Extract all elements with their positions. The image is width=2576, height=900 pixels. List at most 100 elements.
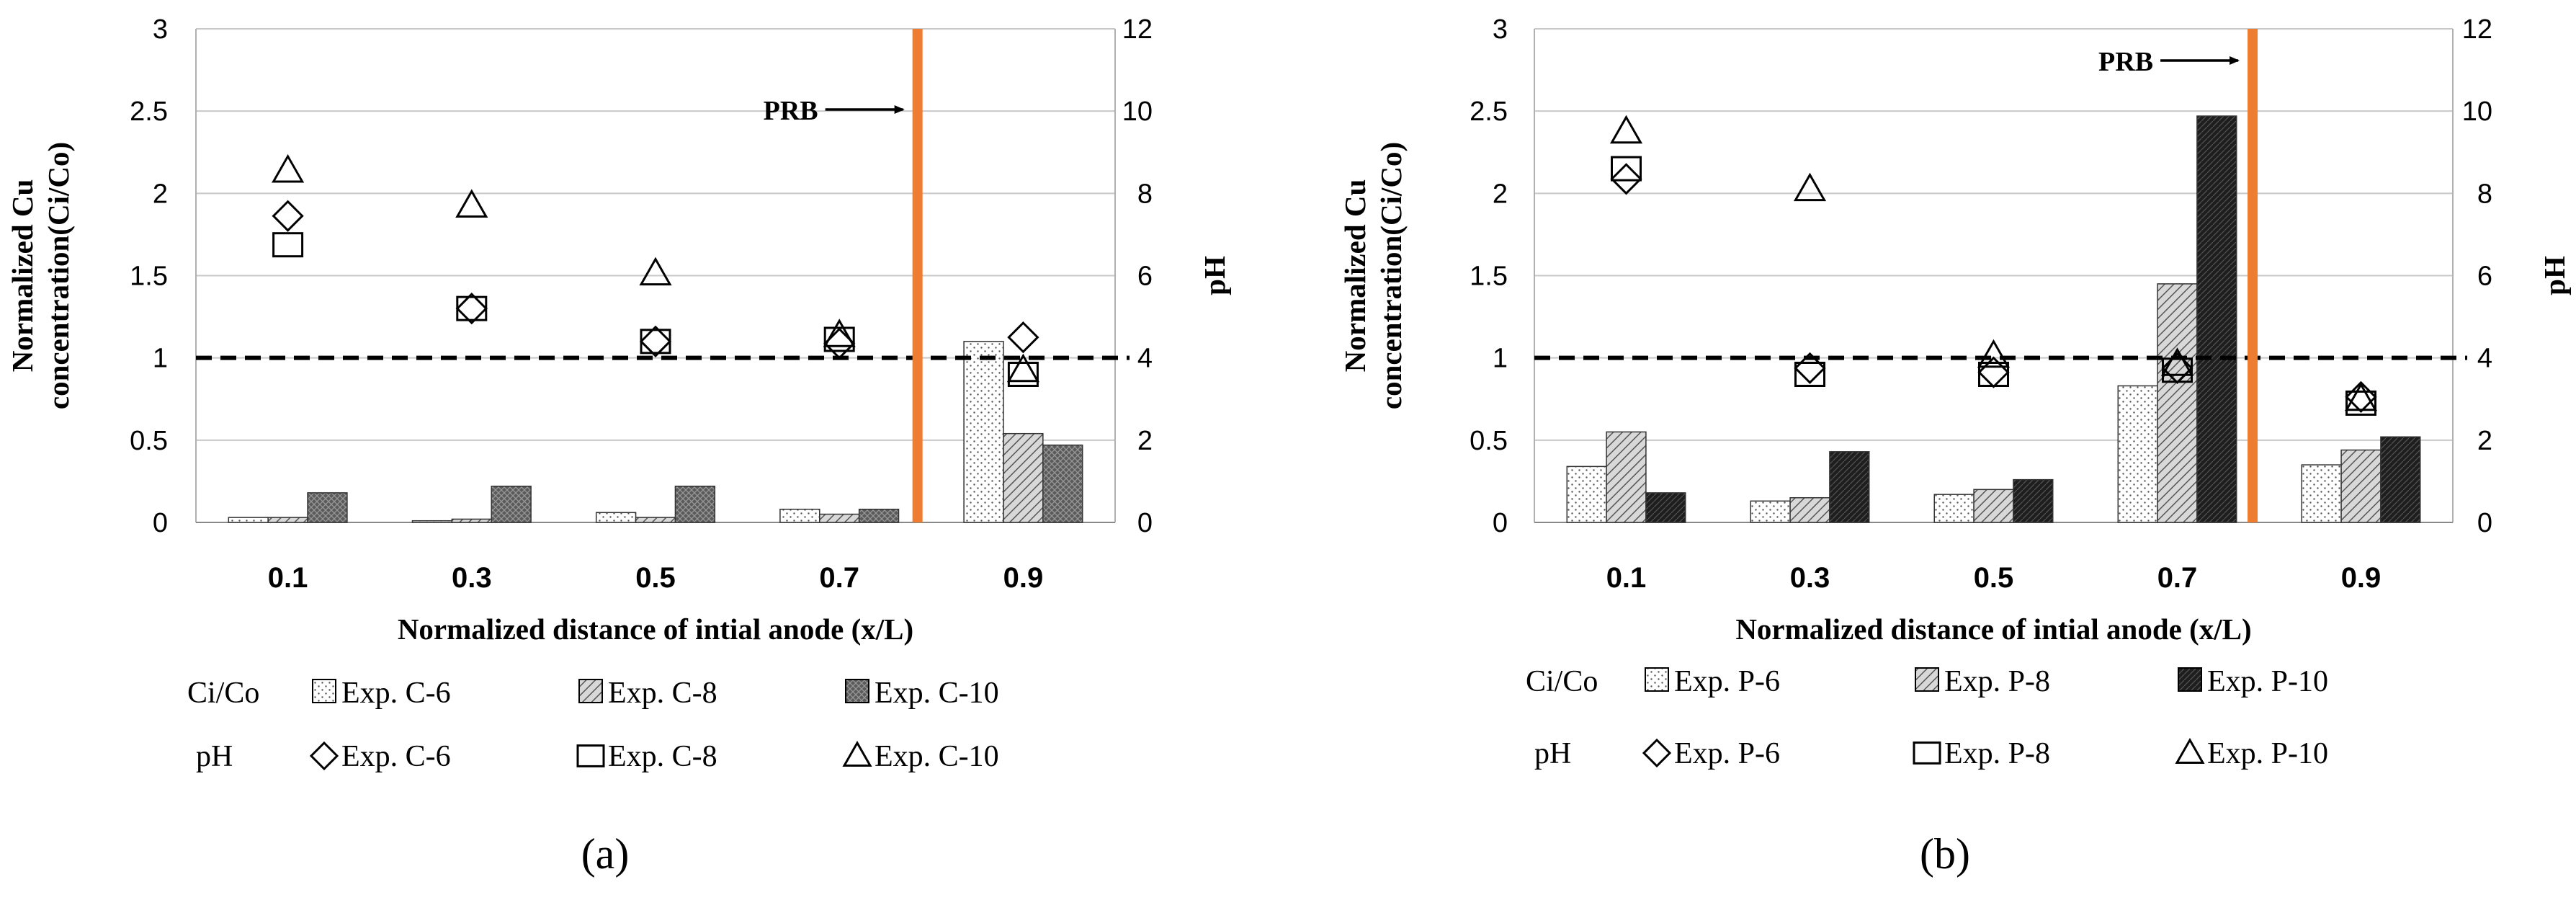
ph-marker-triangle [1006, 353, 1039, 383]
y2-tick-label: 0 [2477, 508, 2492, 538]
legend-swatch [1645, 667, 1669, 692]
legend-entry: Exp. P-8 [1944, 737, 2050, 770]
y2-tick-label: 2 [1137, 426, 1153, 456]
ph-marker-square [2162, 357, 2193, 383]
y2-axis-title: pH [2538, 256, 2571, 295]
x-tick-label: 0.1 [268, 562, 308, 594]
ph-marker-diamond [639, 325, 672, 357]
bar [1606, 431, 1647, 523]
bar [491, 486, 532, 523]
legend-marker-diamond [1642, 738, 1672, 768]
x-axis-title: Normalized distance of intial anode (x/L… [1735, 612, 2251, 646]
x-tick-label: 0.5 [635, 562, 676, 594]
y2-tick-label: 12 [1122, 14, 1153, 45]
legend-marker-triangle [2175, 737, 2205, 764]
bar [2380, 436, 2421, 523]
panel-label: (b) [1920, 830, 1970, 878]
x-tick-label: 0.3 [452, 562, 492, 594]
legend-marker-triangle [842, 740, 872, 767]
bar [307, 492, 348, 523]
ph-marker-triangle [455, 189, 488, 218]
bar [858, 508, 900, 523]
x-tick-label: 0.9 [1003, 562, 1044, 594]
bar [1566, 465, 1607, 523]
y-tick-label: 0.5 [1470, 426, 1508, 456]
y2-tick-label: 10 [2462, 97, 2492, 127]
ph-marker-square [1007, 362, 1039, 387]
y2-tick-label: 10 [1122, 97, 1153, 127]
y-tick-label: 2.5 [130, 97, 168, 127]
ph-marker-square [1794, 362, 1825, 387]
prb-label: PRB [2098, 47, 2153, 77]
bar [2013, 478, 2054, 523]
x-tick-label: 0.9 [2341, 562, 2382, 594]
x-tick-label: 0.7 [2157, 562, 2198, 594]
legend-swatch [845, 679, 869, 703]
x-tick-label: 0.3 [1790, 562, 1830, 594]
ph-marker-triangle [823, 318, 856, 347]
prb-label: PRB [764, 96, 818, 126]
legend-entry: Exp. C-10 [875, 740, 999, 773]
bar [228, 517, 269, 523]
legend-row-label: pH [1534, 737, 1571, 770]
bar [1042, 444, 1083, 523]
legend-swatch [578, 679, 603, 703]
ph-marker-diamond [1610, 163, 1642, 195]
bar [1829, 451, 1870, 523]
bar [819, 513, 860, 523]
y-tick-label: 2.5 [1470, 97, 1508, 127]
y-tick-label: 1.5 [130, 262, 168, 292]
legend-row-label: Ci/Co [187, 677, 259, 710]
ph-marker-diamond [272, 200, 304, 232]
chart-panel-b: 0 0.5 1 1.5 2 2.5 3 0 2 4 6 8 10 12 PRB 0.1 0.3 0.5 0.7 0.9… [1338, 14, 2571, 878]
legend-entry: Exp. P-6 [1674, 737, 1780, 770]
bar [2117, 385, 2158, 523]
legend-entry: Exp. P-10 [2207, 737, 2328, 770]
y2-tick-label: 6 [2477, 262, 2492, 292]
y2-tick-label: 2 [2477, 426, 2492, 456]
y-tick-label: 0 [153, 508, 168, 538]
x-tick-label: 0.7 [819, 562, 859, 594]
bar [779, 508, 820, 523]
bar [1933, 494, 1975, 523]
bar [1750, 500, 1791, 523]
legend-entry: Exp. P-10 [2207, 665, 2328, 698]
ph-marker-square [272, 232, 304, 258]
legend-row-label: Ci/Co [1526, 665, 1598, 698]
bar [1645, 492, 1686, 523]
bar [1973, 489, 2014, 523]
ph-marker-triangle [272, 153, 305, 183]
legend-swatch [1915, 667, 1939, 692]
y-tick-label: 3 [1493, 14, 1508, 45]
y-tick-label: 3 [153, 14, 168, 45]
ph-marker-triangle [1793, 172, 1827, 202]
ph-marker-triangle [2160, 347, 2194, 376]
y2-axis-title: pH [1198, 256, 1231, 295]
bar [2340, 449, 2382, 523]
ph-marker-diamond [455, 293, 488, 325]
y2-tick-label: 4 [1137, 344, 1153, 374]
ph-marker-diamond [2345, 380, 2377, 414]
ph-marker-diamond [1007, 321, 1039, 354]
bar [267, 517, 308, 523]
x-tick-label: 0.5 [1974, 562, 2014, 594]
bar [411, 520, 453, 523]
y-axis-title-line1: Normalized Cu [6, 179, 39, 373]
y-axis-title-line2: concentration(Ci/Co) [42, 142, 75, 409]
legend-swatch [2178, 667, 2202, 692]
y-tick-label: 2 [1493, 179, 1508, 209]
ph-marker-square [456, 295, 488, 321]
prb-barrier [912, 29, 923, 522]
bar [2157, 283, 2198, 523]
y-axis-title-line1: Normalized Cu [1338, 179, 1372, 373]
legend-entry: Exp. P-8 [1944, 665, 2050, 698]
x-axis-title: Normalized distance of intial anode (x/L… [398, 612, 913, 646]
ph-marker-square [823, 326, 855, 352]
ph-marker-triangle [1609, 115, 1643, 144]
bar [595, 512, 637, 523]
bar [2301, 464, 2342, 523]
legend-row-label: pH [196, 740, 233, 773]
bar [1789, 497, 1830, 523]
bar [2196, 115, 2237, 523]
